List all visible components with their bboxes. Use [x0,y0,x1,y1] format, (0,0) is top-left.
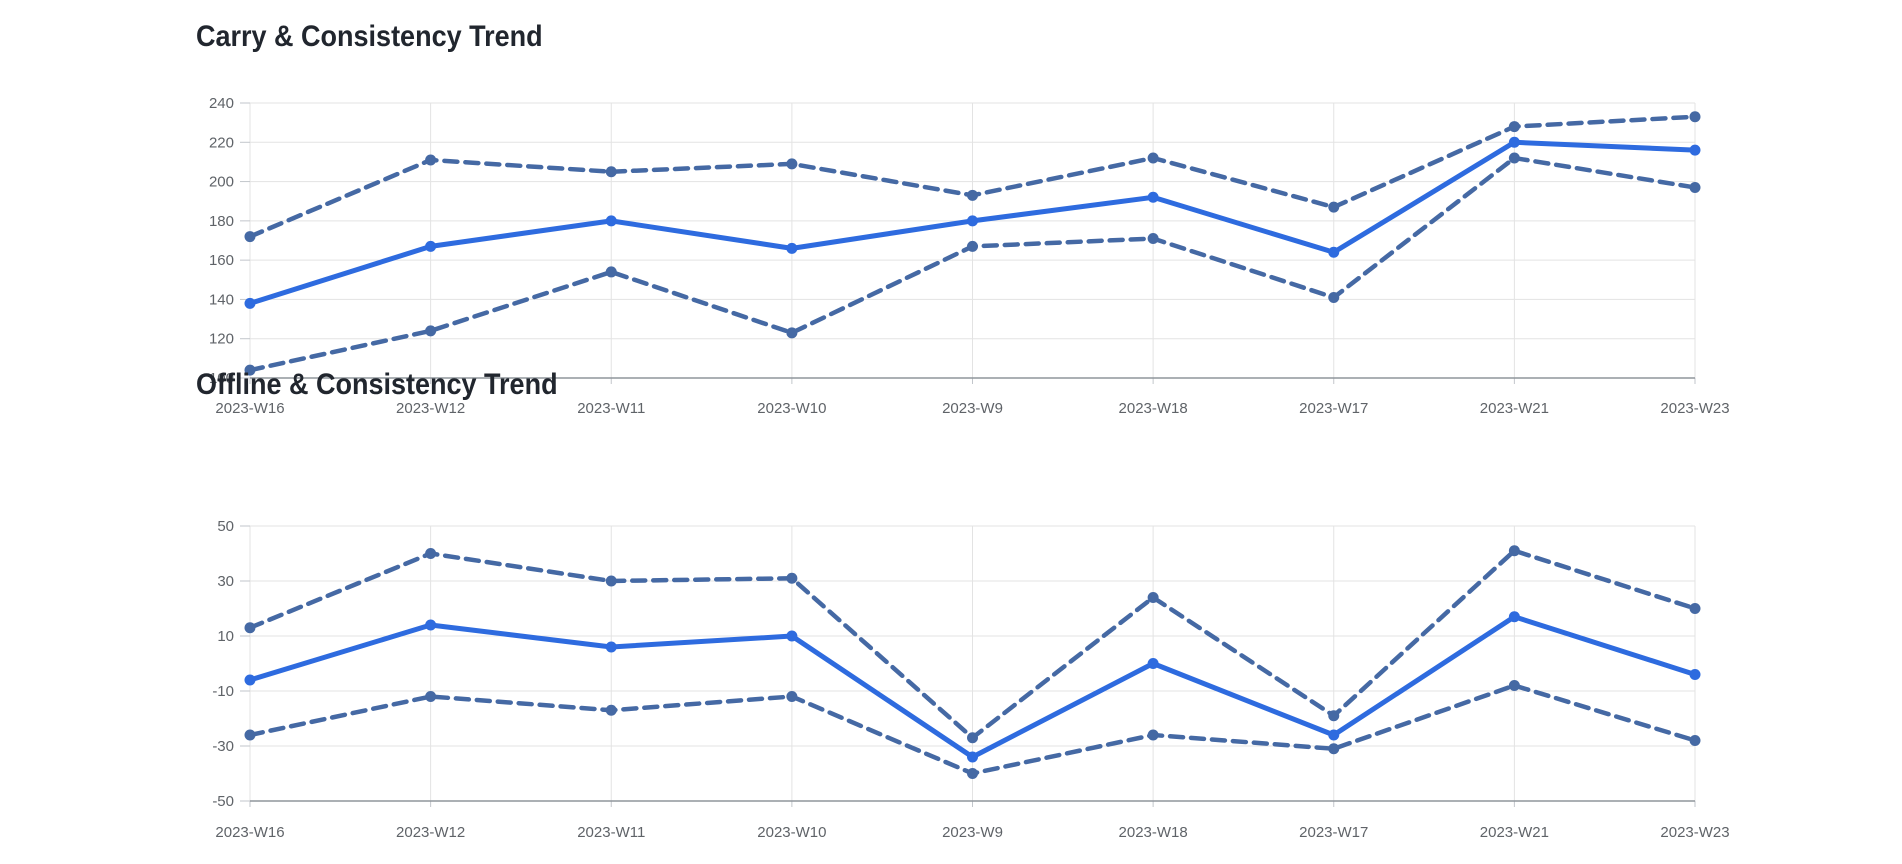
x-axis-label: 2023-W17 [1299,824,1368,841]
data-point-offline-mean [244,674,256,686]
y-axis-label: 140 [209,291,234,308]
data-point-lower-band [605,266,617,278]
data-point-offline-mean [1508,611,1520,623]
data-point-lower-band [1689,735,1701,746]
data-point-upper-band [425,154,437,166]
x-axis-label: 2023-W18 [1119,824,1188,841]
y-axis-label: 50 [217,518,234,535]
offline-chart-title: Offline & Consistency Trend [196,368,558,401]
x-axis-label: 2023-W12 [396,824,465,841]
data-point-lower-band [967,768,978,779]
data-point-upper-band [244,231,256,243]
y-axis-label: 180 [209,213,234,230]
data-point-upper-band [1689,603,1701,614]
data-point-lower-band [1147,729,1159,741]
y-axis-label: 120 [209,331,234,348]
data-point-offline-mean [967,751,978,763]
x-axis-label: 2023-W23 [1660,400,1729,417]
x-axis-label: 2023-W23 [1660,824,1729,841]
data-point-lower-band [1328,291,1340,303]
data-point-upper-band [1508,121,1520,133]
carry-chart-canvas: 2023-W16 2023-W12 2023-W11 2023-W10 2023-W9 2… [209,95,1730,417]
data-point-upper-band [967,732,978,744]
y-axis-label: -10 [212,683,234,700]
x-axis-label: 2023-W16 [215,400,284,417]
data-point-carry-mean [1328,246,1340,258]
x-axis-label: 2023-W16 [215,824,284,841]
data-point-upper-band [786,572,798,584]
y-axis-label: 100 [209,370,234,387]
x-axis-label: 2023-W12 [396,400,465,417]
data-point-upper-band [1328,710,1340,722]
data-point-upper-band [786,158,798,170]
y-axis-label: 30 [217,573,234,590]
data-point-lower-band [605,704,617,716]
data-point-lower-band [786,327,798,339]
data-point-upper-band [605,575,617,587]
data-point-carry-mean [1508,136,1520,148]
data-point-lower-band [786,691,798,702]
x-axis-label: 2023-W11 [577,824,645,841]
y-axis-label: -30 [212,738,234,755]
x-axis-label: 2023-W18 [1119,400,1188,417]
data-point-offline-mean [605,641,617,653]
data-point-lower-band [244,364,256,376]
y-axis-label: -50 [212,793,234,810]
x-axis-label: 2023-W9 [942,400,1003,417]
data-point-lower-band [1147,233,1159,245]
x-axis-label: 2023-W11 [577,400,645,417]
data-point-lower-band [425,325,437,337]
data-point-carry-mean [967,215,978,227]
y-axis-label: 220 [209,134,234,151]
data-point-carry-mean [1147,191,1159,203]
data-point-carry-mean [425,240,437,252]
data-point-lower-band [967,240,978,252]
data-point-upper-band [425,548,437,559]
y-axis-label: 10 [217,628,234,645]
data-point-offline-mean [1147,658,1159,669]
data-point-upper-band [967,189,978,201]
x-axis-label: 2023-W17 [1299,400,1368,417]
data-point-upper-band [605,166,617,178]
x-axis-label: 2023-W10 [757,824,826,841]
y-axis-label: 200 [209,174,234,191]
data-point-upper-band [1689,111,1701,123]
data-point-upper-band [1508,545,1520,557]
data-point-upper-band [244,622,256,634]
offline-chart-canvas: 2023-W16 2023-W12 2023-W11 2023-W10 2023-W9 2… [212,518,1729,841]
data-point-carry-mean [786,242,798,254]
data-point-offline-mean [1328,729,1340,741]
data-point-carry-mean [1689,144,1701,156]
data-point-lower-band [1328,743,1340,755]
data-point-lower-band [244,729,256,741]
data-point-upper-band [1328,201,1340,213]
data-point-offline-mean [1689,669,1701,680]
data-point-lower-band [1508,680,1520,691]
x-axis-label: 2023-W9 [942,824,1003,841]
y-axis-label: 240 [209,95,234,112]
data-point-carry-mean [244,297,256,309]
data-point-offline-mean [425,619,437,631]
data-point-upper-band [1147,152,1159,164]
data-point-upper-band [1147,592,1159,603]
data-point-lower-band [1508,152,1520,164]
data-point-offline-mean [786,630,798,642]
data-point-carry-mean [605,215,617,227]
data-point-lower-band [1689,181,1701,193]
x-axis-label: 2023-W21 [1480,400,1549,417]
data-point-lower-band [425,691,437,702]
y-axis-label: 160 [209,252,234,269]
x-axis-label: 2023-W21 [1480,824,1549,841]
carry-chart-title: Carry & Consistency Trend [196,20,543,53]
x-axis-label: 2023-W10 [757,400,826,417]
